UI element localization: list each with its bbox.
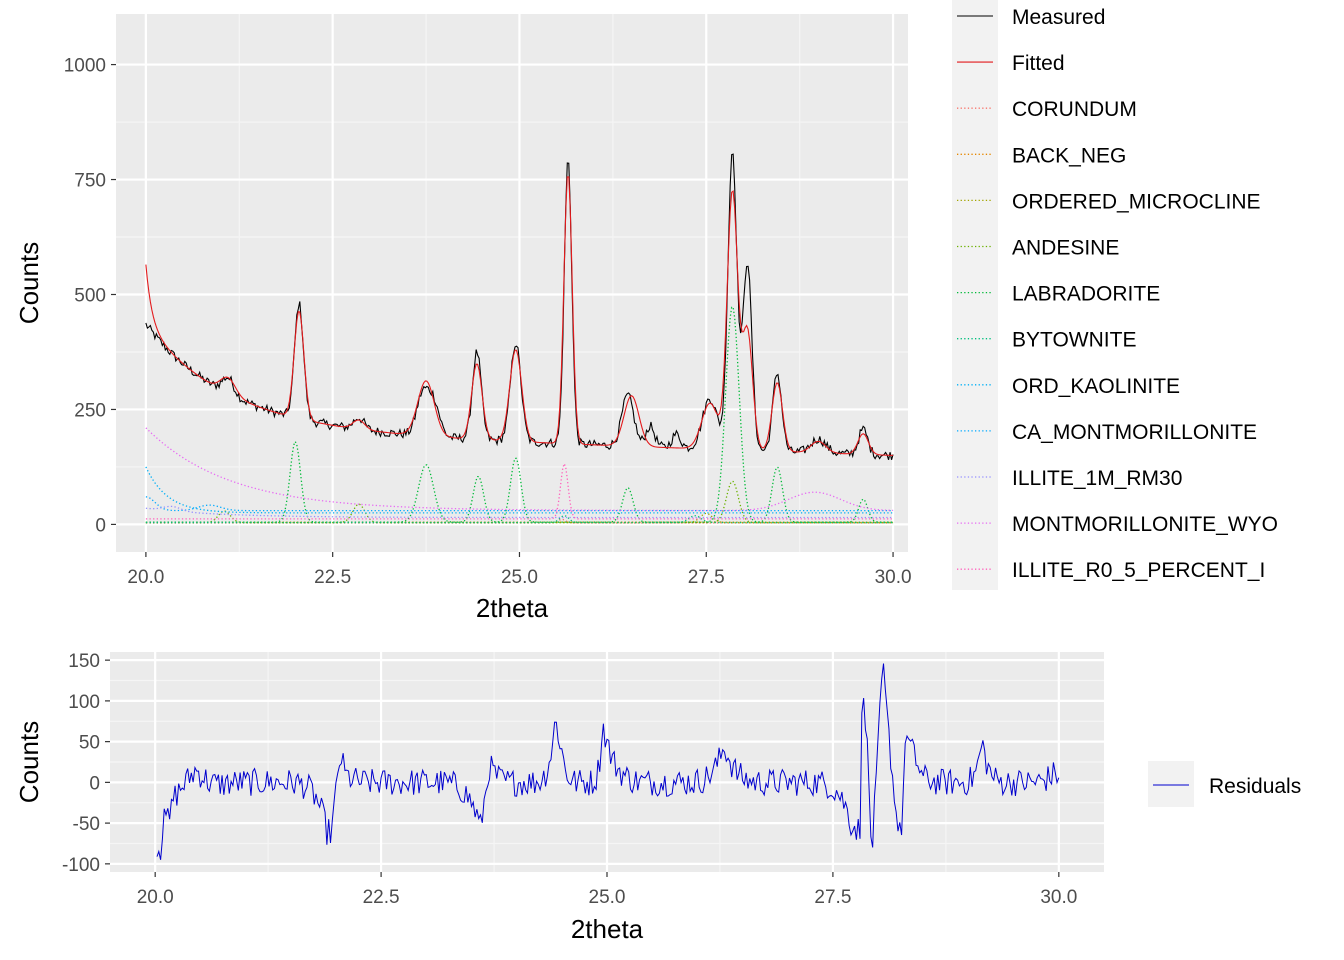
legend-label: ILLITE_R0_5_PERCENT_I bbox=[1012, 559, 1265, 582]
legend-label: BACK_NEG bbox=[1012, 144, 1126, 167]
y-tick-label: 100 bbox=[68, 692, 100, 713]
residuals-legend: Residuals bbox=[1148, 761, 1301, 807]
series-line-ord-kaolinite bbox=[145, 466, 894, 514]
x-tick-label: 25.0 bbox=[501, 567, 538, 588]
x-tick-label: 20.0 bbox=[127, 567, 164, 588]
legend-label: CA_MONTMORILLONITE bbox=[1012, 421, 1257, 444]
x-tick-label: 22.5 bbox=[314, 567, 351, 588]
legend-item-ca-montmorillonite: CA_MONTMORILLONITE bbox=[957, 421, 1257, 444]
legend-label: ILLITE_1M_RM30 bbox=[1012, 467, 1182, 490]
legend-key-background bbox=[1148, 761, 1194, 807]
series-line-montmorillonite-wyo bbox=[145, 427, 894, 512]
y-tick-label: -50 bbox=[73, 814, 100, 835]
x-tick-label: 27.5 bbox=[688, 567, 725, 588]
series-line-illite-r0-5-percent-i bbox=[145, 461, 894, 520]
series-line-fitted bbox=[145, 176, 894, 456]
spectrum-chart: 20.0 22.5 25.0 27.5 30.0 0 250 500 750 1000 2theta… bbox=[14, 14, 912, 623]
legend-label: ORDERED_MICROCLINE bbox=[1012, 190, 1261, 213]
legend-item-ordered-microcline: ORDERED_MICROCLINE bbox=[957, 190, 1261, 213]
y-axis-title: Counts bbox=[14, 721, 44, 803]
y-tick-label: 500 bbox=[74, 285, 106, 306]
y-tick-label: 150 bbox=[68, 651, 100, 672]
legend-item-illite-r0-5-percent-i: ILLITE_R0_5_PERCENT_I bbox=[957, 559, 1265, 582]
spectrum-legend: Measured Fitted CORUNDUM BACK_NEG ORDERED_MI… bbox=[952, 0, 1278, 590]
x-tick-label: 30.0 bbox=[875, 567, 912, 588]
y-tick-label: -100 bbox=[62, 855, 100, 876]
residuals-chart: 20.0 22.5 25.0 27.5 30.0 -100 -50 0 50 100 150 2the… bbox=[14, 651, 1104, 944]
y-tick-label: 0 bbox=[95, 515, 106, 536]
legend-label: LABRADORITE bbox=[1012, 283, 1160, 306]
x-tick-label: 30.0 bbox=[1040, 887, 1077, 908]
legend-label: Measured bbox=[1012, 6, 1105, 29]
x-tick-label: 25.0 bbox=[589, 887, 626, 908]
legend-item-illite-1m-rm30: ILLITE_1M_RM30 bbox=[957, 467, 1182, 490]
x-tick-label: 20.0 bbox=[137, 887, 174, 908]
y-tick-label: 750 bbox=[74, 171, 106, 192]
x-tick-label: 22.5 bbox=[363, 887, 400, 908]
legend-item-bytownite: BYTOWNITE bbox=[957, 329, 1136, 352]
legend-label: Fitted bbox=[1012, 52, 1065, 75]
legend-item-fitted: Fitted bbox=[957, 52, 1065, 75]
legend-label: BYTOWNITE bbox=[1012, 329, 1136, 352]
series-line-labradorite bbox=[145, 306, 894, 523]
legend-label: ANDESINE bbox=[1012, 237, 1119, 260]
legend-label: Residuals bbox=[1209, 775, 1301, 798]
legend-item-back-neg: BACK_NEG bbox=[957, 144, 1126, 167]
series-line-illite-1m-rm30 bbox=[145, 505, 894, 519]
legend-item-andesine: ANDESINE bbox=[957, 237, 1119, 260]
legend-item-residuals: Residuals bbox=[1148, 761, 1301, 807]
legend-item-labradorite: LABRADORITE bbox=[957, 283, 1160, 306]
y-tick-label: 1000 bbox=[64, 56, 106, 77]
legend-item-montmorillonite-wyo: MONTMORILLONITE_WYO bbox=[957, 513, 1278, 536]
y-axis-title: Counts bbox=[14, 242, 44, 324]
legend-key-background bbox=[952, 0, 998, 590]
legend-item-corundum: CORUNDUM bbox=[957, 98, 1137, 121]
legend-label: ORD_KAOLINITE bbox=[1012, 375, 1180, 398]
legend-item-measured: Measured bbox=[957, 6, 1105, 29]
x-tick-label: 27.5 bbox=[814, 887, 851, 908]
y-tick-label: 0 bbox=[89, 773, 100, 794]
legend-label: CORUNDUM bbox=[1012, 98, 1137, 121]
y-tick-label: 50 bbox=[79, 733, 100, 754]
legend-label: MONTMORILLONITE_WYO bbox=[1012, 513, 1278, 536]
series-line-residuals bbox=[156, 663, 1060, 860]
y-tick-label: 250 bbox=[74, 400, 106, 421]
x-axis-title: 2theta bbox=[476, 593, 549, 623]
legend-item-ord-kaolinite: ORD_KAOLINITE bbox=[957, 375, 1180, 398]
plot-panel bbox=[116, 14, 908, 552]
x-axis-title: 2theta bbox=[571, 914, 644, 944]
series-line-ca-montmorillonite bbox=[145, 496, 894, 512]
